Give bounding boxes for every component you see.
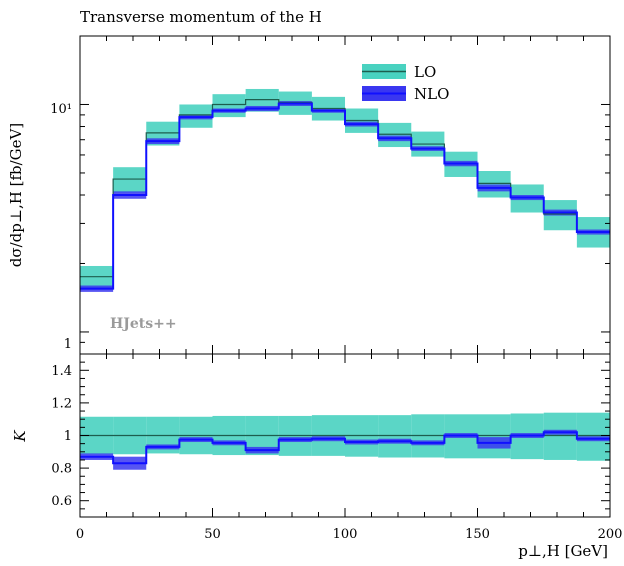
main-lo-band-1 — [113, 167, 147, 193]
ratio-y-tick-label-1.4: 1.4 — [51, 364, 72, 379]
ratio-y-tick-label-1.2: 1.2 — [51, 396, 72, 411]
main-y-tick-label-10: 10¹ — [50, 102, 72, 117]
main-y-tick-label-1: 1 — [64, 337, 72, 352]
chart-title: Transverse momentum of the H — [80, 8, 322, 26]
legend-nlo-label: NLO — [414, 85, 449, 103]
main-lo-band-0 — [80, 265, 114, 289]
ratio-lo-band-14 — [543, 412, 577, 460]
ratio-nlo-line — [80, 431, 610, 465]
main-lo-band-9 — [378, 122, 412, 148]
x-tick-label-100: 100 — [333, 527, 358, 542]
x-tick-label-0: 0 — [76, 527, 84, 542]
ratio-lines — [80, 431, 610, 465]
ratio-y-axis-label: K — [11, 430, 29, 443]
ratio-lo-band-12 — [477, 414, 511, 459]
x-tick-label-200: 200 — [598, 527, 623, 542]
x-axis-label: p⊥,H [GeV] — [518, 542, 608, 560]
ratio-y-tick-labels: 0.6 0.8 1 1.2 1.4 — [51, 364, 72, 509]
x-tick-label-50: 50 — [204, 527, 221, 542]
x-tick-label-150: 150 — [465, 527, 490, 542]
ratio-y-tick-label-1: 1 — [64, 429, 72, 444]
ratio-lo-band-9 — [378, 415, 412, 458]
ratio-ticks — [79, 353, 611, 518]
hjets-watermark: HJets++ — [110, 316, 177, 332]
legend-lo-label: LO — [414, 63, 436, 81]
main-y-axis-label: dσ/dp⊥,H [fb/GeV] — [7, 123, 25, 267]
main-lo-band-4 — [212, 94, 246, 118]
x-tick-labels: 0 50 100 150 200 — [76, 527, 623, 542]
main-lines — [80, 99, 610, 290]
main-nlo-line — [80, 102, 610, 290]
ratio-y-tick-label-0.6: 0.6 — [51, 494, 72, 509]
legend: LO NLO — [362, 63, 449, 103]
main-lo-band-12 — [477, 171, 511, 198]
ratio-y-tick-label-0.8: 0.8 — [51, 462, 72, 477]
